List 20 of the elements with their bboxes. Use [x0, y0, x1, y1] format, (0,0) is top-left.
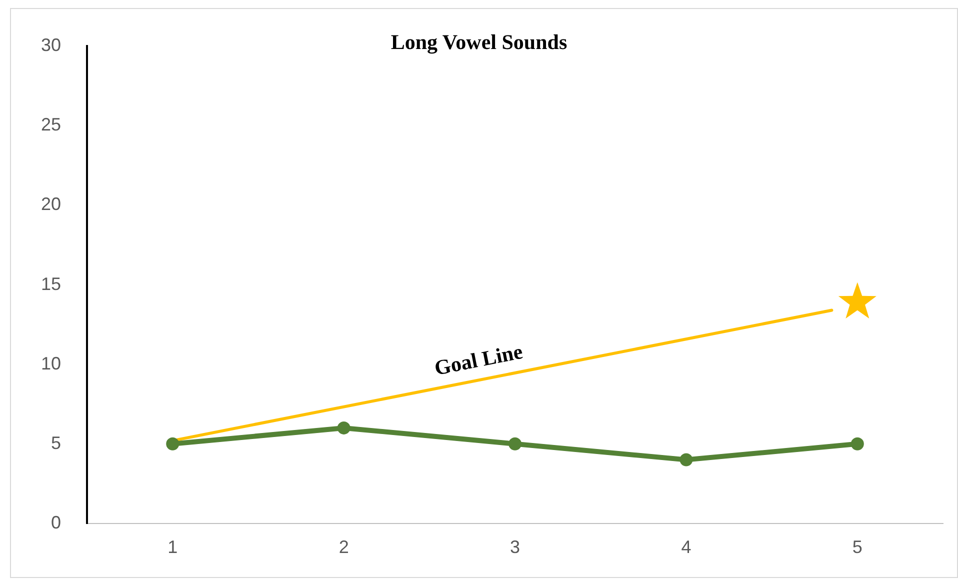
x-tick-label: 4: [681, 537, 692, 558]
y-tick-label: 15: [40, 274, 62, 294]
point: [337, 421, 350, 434]
y-tick-label: 20: [40, 194, 62, 214]
y-tick-label: 0: [51, 512, 62, 532]
x-tick-label: 5: [852, 537, 862, 558]
point: [850, 437, 864, 450]
point: [166, 437, 180, 450]
x-tick-label: 3: [510, 537, 520, 558]
point: [838, 282, 876, 318]
y-tick-label: 10: [40, 353, 62, 374]
chart-title: Long Vowel Sounds: [390, 30, 568, 54]
y-tick-label: 30: [40, 35, 62, 56]
y-tick-label: 25: [40, 114, 62, 135]
point: [680, 453, 693, 466]
x-tick-label: 1: [168, 537, 178, 558]
y-tick-label: 5: [51, 432, 62, 453]
point: [508, 437, 522, 450]
x-tick-label: 2: [338, 537, 349, 558]
text: Goal Line: [432, 339, 525, 380]
